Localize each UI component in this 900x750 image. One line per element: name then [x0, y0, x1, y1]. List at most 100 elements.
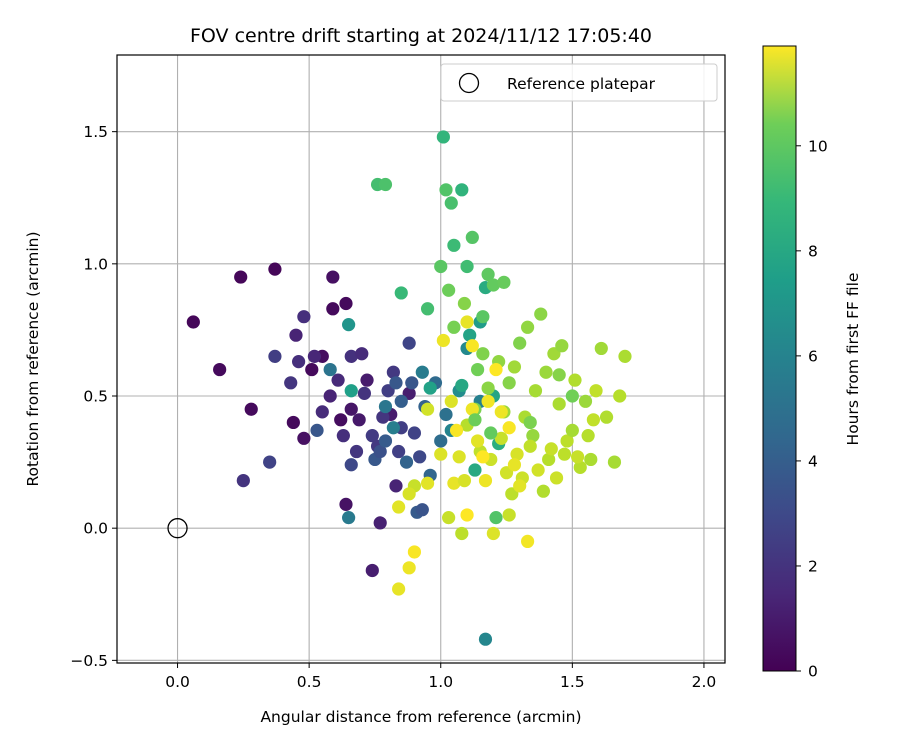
data-point	[286, 415, 300, 430]
data-point	[523, 415, 537, 430]
data-point	[415, 503, 429, 517]
data-point	[399, 455, 414, 469]
data-point	[336, 429, 350, 443]
data-point	[476, 450, 490, 464]
data-point	[213, 362, 227, 377]
data-point	[584, 452, 598, 467]
data-point	[436, 130, 450, 144]
data-point	[555, 339, 569, 353]
data-point	[373, 516, 387, 530]
data-point	[489, 511, 503, 525]
data-point	[460, 315, 474, 329]
y-gridlines	[117, 131, 725, 661]
data-point	[268, 262, 282, 276]
legend: Reference platepar	[440, 63, 718, 102]
data-point	[536, 484, 550, 498]
data-point	[578, 394, 593, 408]
legend-entry-reference-platepar: Reference platepar	[507, 75, 656, 93]
x-tick-label: 2.0	[692, 673, 717, 691]
y-tick-label: −0.5	[70, 652, 108, 670]
data-point	[447, 476, 461, 490]
data-point	[420, 402, 435, 416]
data-point	[476, 347, 490, 361]
scatter-points	[186, 130, 632, 646]
data-point	[470, 362, 485, 377]
data-point	[402, 336, 416, 350]
data-point	[481, 381, 495, 395]
data-point	[423, 381, 437, 395]
y-axis-label: Rotation from reference (arcmin)	[24, 231, 42, 486]
data-point	[531, 463, 545, 477]
data-point	[549, 471, 564, 485]
data-point	[465, 230, 479, 244]
data-point	[434, 259, 448, 274]
x-tick-label: 0.5	[297, 673, 322, 691]
x-tick-label: 1.0	[428, 673, 453, 691]
colorbar-gradient	[762, 45, 797, 672]
data-point	[565, 389, 579, 403]
data-point	[494, 405, 508, 419]
data-point	[326, 270, 340, 284]
data-point	[589, 384, 603, 398]
data-point	[484, 426, 498, 440]
plot-area: 0.0 0.5 1.0 1.5 2.0 −0.5 0.0 0.5 1.0 1.5	[70, 54, 726, 691]
data-point	[542, 452, 556, 467]
data-point	[468, 463, 482, 477]
data-point	[434, 434, 448, 448]
data-point	[234, 270, 248, 284]
data-point	[457, 296, 472, 311]
plot-background	[117, 55, 725, 663]
data-point	[378, 434, 393, 448]
data-point	[339, 497, 353, 511]
data-point	[268, 349, 282, 363]
data-point	[486, 278, 500, 292]
data-point	[402, 487, 416, 501]
data-point	[297, 431, 311, 445]
y-tick-label: 1.5	[83, 123, 108, 141]
data-point	[307, 349, 322, 363]
data-point	[386, 365, 400, 379]
data-point	[571, 450, 585, 464]
data-point	[365, 429, 379, 443]
data-point	[244, 402, 258, 416]
x-tick-label: 1.5	[560, 673, 585, 691]
data-point	[352, 413, 366, 427]
chart-title: FOV centre drift starting at 2024/11/12 …	[190, 25, 652, 47]
data-point	[444, 394, 458, 408]
data-point	[573, 460, 587, 474]
data-point	[470, 434, 485, 448]
data-point	[373, 444, 387, 459]
data-point	[618, 349, 632, 363]
data-point	[481, 267, 495, 282]
data-point	[315, 405, 329, 419]
data-point	[497, 275, 511, 289]
data-point	[507, 360, 522, 374]
data-point	[613, 389, 627, 403]
data-point	[523, 439, 537, 453]
y-axis-ticks: −0.5 0.0 0.5 1.0 1.5	[70, 123, 117, 670]
y-tick-label: 0.0	[83, 520, 108, 538]
data-point	[478, 474, 493, 488]
data-point	[342, 511, 356, 525]
data-point	[292, 355, 306, 369]
data-point	[607, 455, 622, 469]
colorbar-tick-label: 0	[808, 663, 818, 681]
data-point	[405, 376, 419, 390]
data-point	[339, 296, 353, 311]
data-point	[439, 183, 453, 197]
data-point	[326, 302, 340, 316]
data-point	[378, 177, 393, 192]
data-point	[434, 447, 448, 461]
data-point	[376, 410, 390, 424]
data-point	[402, 561, 416, 575]
data-point	[457, 474, 472, 488]
data-point	[465, 339, 479, 353]
data-point	[344, 349, 358, 363]
data-point	[447, 238, 461, 252]
data-point	[452, 450, 466, 464]
data-point	[439, 407, 453, 422]
data-point	[568, 373, 582, 387]
data-point	[334, 413, 348, 427]
data-point	[349, 444, 364, 459]
